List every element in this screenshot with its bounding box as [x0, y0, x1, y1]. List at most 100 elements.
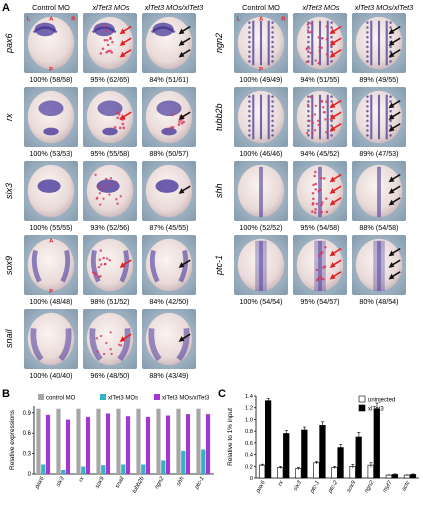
percent-label: 100% (53/53) [20, 149, 82, 158]
c-ytick-label: 0.8 [245, 429, 253, 435]
b-bar [101, 465, 105, 474]
embryo-photo [83, 309, 137, 369]
c-ytick-label: 1.4 [245, 394, 254, 400]
gene-label: six3 [4, 169, 14, 213]
c-bar [302, 430, 308, 478]
percent-label: 100% (46/46) [230, 149, 292, 158]
percent-label: 95% (54/57) [289, 297, 351, 306]
b-bar [106, 413, 110, 474]
percent-label: 84% (42/50) [138, 297, 200, 306]
svg-text:L: L [27, 17, 31, 23]
svg-text:P: P [49, 289, 53, 295]
embryo-photo: L R A P [24, 13, 78, 73]
embryo-photo [234, 87, 288, 147]
c-category-label: ptc-2 [327, 479, 340, 495]
percent-label: 93% (52/56) [79, 223, 141, 232]
b-bar [176, 409, 180, 474]
b-category-label: shh [176, 476, 186, 487]
c-category-label: sox9 [346, 479, 358, 493]
c-category-label: ngn2 [364, 479, 376, 494]
b-legend-label: xlTet3 MOs [108, 396, 138, 402]
percent-label: 88% (43/49) [138, 371, 200, 380]
b-bar [121, 464, 125, 474]
c-legend-swatch [359, 396, 365, 402]
b-category-label: snail [115, 475, 127, 489]
percent-label: 88% (54/58) [348, 223, 410, 232]
b-bar [76, 409, 80, 474]
embryo-photo [352, 87, 406, 147]
embryo-photo [142, 235, 196, 295]
b-bar [66, 420, 70, 474]
embryo-photo [83, 161, 137, 221]
percent-label: 100% (52/52) [230, 223, 292, 232]
c-legend-label: uninjected [368, 398, 395, 404]
b-bar [56, 409, 60, 474]
b-bar [41, 464, 45, 474]
b-category-label: rx [78, 475, 86, 483]
embryo-photo [234, 235, 288, 295]
c-ytick-label: 0.4 [245, 453, 254, 459]
c-legend-swatch [359, 405, 365, 411]
percent-label: 87% (45/55) [138, 223, 200, 232]
c-bar [386, 475, 392, 478]
embryo-photo: L R A P [234, 13, 288, 73]
b-ylabel: Relative expressions [9, 409, 16, 470]
b-bar [196, 409, 200, 474]
b-bar [61, 470, 65, 474]
percent-label: 95% (62/65) [79, 75, 141, 84]
embryo-photo [142, 87, 196, 147]
chart-c-svg: 00.20.40.60.81.01.21.4Relative to 1% inp… [222, 390, 423, 500]
c-ytick-label: 0.6 [245, 441, 253, 447]
b-category-label: ngn2 [154, 475, 166, 490]
percent-label: 94% (51/55) [289, 75, 351, 84]
embryo-photo [142, 13, 196, 73]
percent-label: 88% (50/57) [138, 149, 200, 158]
percent-label: 96% (48/50) [79, 371, 141, 380]
b-bar [166, 416, 170, 474]
embryo-photo [234, 161, 288, 221]
c-category-label: actc [401, 480, 412, 492]
embryo-photo [24, 87, 78, 147]
b-bar [81, 467, 85, 474]
embryo-photo [352, 13, 406, 73]
c-ylabel: Relative to 1% input [227, 408, 234, 466]
c-bar [338, 448, 344, 478]
b-bar [86, 417, 90, 474]
c-category-label: pax6 [255, 479, 267, 494]
b-category-label: tubb2b [132, 475, 146, 494]
percent-label: 89% (47/53) [348, 149, 410, 158]
percent-label: 100% (58/58) [20, 75, 82, 84]
embryo-photo [142, 309, 196, 369]
c-bar [332, 467, 338, 478]
b-bar [96, 409, 100, 474]
c-bar [283, 433, 289, 478]
c-bar [404, 475, 410, 478]
b-category-label: sox9 [94, 475, 106, 489]
embryo-photo [142, 161, 196, 221]
embryo-photo [83, 13, 137, 73]
b-ytick-label: 0 [28, 472, 32, 478]
c-category-label: rx [277, 479, 285, 487]
c-bar [295, 469, 301, 478]
svg-text:P: P [49, 67, 53, 73]
percent-label: 98% (51/52) [79, 297, 141, 306]
embryo-photo [24, 161, 78, 221]
c-bar [356, 437, 362, 478]
c-bar [265, 401, 271, 478]
b-legend-label: xlTet3 MOs/xlTet3 [162, 396, 210, 402]
gene-label: shh [214, 169, 224, 213]
embryo-photo [83, 87, 137, 147]
panel-a-left-grid: pax6 L R A P 100% (58/58) 95% (62/65) 84% (51/6… [0, 0, 212, 385]
b-bar [46, 415, 50, 474]
b-bar [146, 417, 150, 474]
gene-label: snail [4, 317, 14, 361]
c-bar [259, 465, 265, 478]
embryo-photo [352, 235, 406, 295]
c-legend-label: xlTet3 [368, 407, 384, 413]
c-category-label: ptc-1 [309, 480, 321, 495]
b-bar [36, 409, 40, 474]
embryo-photo [83, 235, 137, 295]
gene-label: ptc-1 [214, 243, 224, 287]
b-bar [206, 414, 210, 474]
gene-label: rx [4, 95, 14, 139]
